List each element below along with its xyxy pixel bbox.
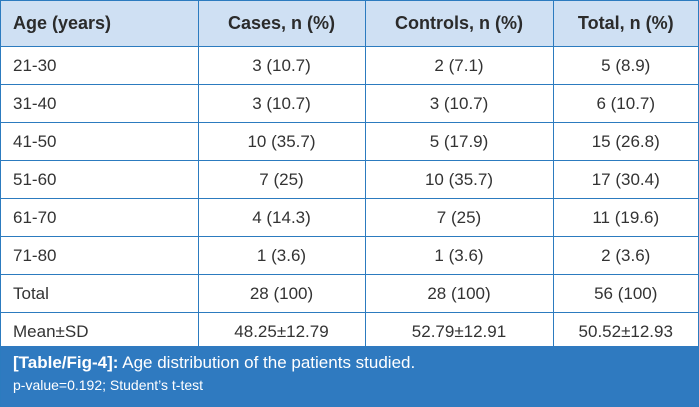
total-cell: 17 (30.4) [553,160,698,199]
table-row: 51-60 7 (25) 10 (35.7) 17 (30.4) [1,160,698,199]
cases-cell: 3 (10.7) [198,46,366,85]
table-row: 71-80 1 (3.6) 1 (3.6) 2 (3.6) [1,236,698,275]
table-body: 21-30 3 (10.7) 2 (7.1) 5 (8.9) 31-40 3 (… [1,46,698,350]
cases-cell: 7 (25) [198,160,366,199]
age-cell: Total [1,274,199,313]
age-cell: Mean±SD [1,312,199,350]
age-cell: 21-30 [1,46,199,85]
controls-cell: 1 (3.6) [365,236,554,275]
age-distribution-table: Age (years) Cases, n (%) Controls, n (%)… [1,1,698,350]
cases-cell: 3 (10.7) [198,84,366,123]
controls-cell: 10 (35.7) [365,160,554,199]
header-controls: Controls, n (%) [365,1,554,47]
cases-cell: 48.25±12.79 [198,312,366,350]
age-cell: 71-80 [1,236,199,275]
age-cell: 61-70 [1,198,199,237]
table-row: 41-50 10 (35.7) 5 (17.9) 15 (26.8) [1,122,698,161]
total-cell: 11 (19.6) [553,198,698,237]
controls-cell: 5 (17.9) [365,122,554,161]
table-row: 21-30 3 (10.7) 2 (7.1) 5 (8.9) [1,46,698,85]
table-row-total: Total 28 (100) 28 (100) 56 (100) [1,274,698,313]
total-cell: 56 (100) [553,274,698,313]
age-cell: 51-60 [1,160,199,199]
header-age: Age (years) [1,1,199,47]
cases-cell: 4 (14.3) [198,198,366,237]
total-cell: 6 (10.7) [553,84,698,123]
caption-note: p-value=0.192; Student’s t-test [13,377,204,393]
controls-cell: 2 (7.1) [365,46,554,85]
table-row: 61-70 4 (14.3) 7 (25) 11 (19.6) [1,198,698,237]
total-cell: 50.52±12.93 [578,321,673,341]
table-header: Age (years) Cases, n (%) Controls, n (%)… [1,1,698,47]
caption-label: [Table/Fig-4]: [13,353,119,372]
controls-cell: 7 (25) [365,198,554,237]
controls-cell: 28 (100) [365,274,554,313]
controls-cell: 52.79±12.91 [365,312,554,350]
age-cell: 31-40 [1,84,199,123]
figure-caption: [Table/Fig-4]: Age distribution of the p… [1,346,698,406]
caption-title-line: [Table/Fig-4]: Age distribution of the p… [13,352,698,374]
cases-cell: 28 (100) [198,274,366,313]
table-row-mean-sd: Mean±SD 48.25±12.79 52.79±12.91 50.52±12… [1,312,698,350]
cases-cell: 10 (35.7) [198,122,366,161]
controls-cell: 3 (10.7) [365,84,554,123]
header-cases: Cases, n (%) [198,1,366,47]
total-cell: 15 (26.8) [553,122,698,161]
total-cell: 2 (3.6) [553,236,698,275]
age-cell: 41-50 [1,122,199,161]
header-total: Total, n (%) [553,1,698,47]
caption-title: Age distribution of the patients studied… [118,353,416,372]
header-row: Age (years) Cases, n (%) Controls, n (%)… [1,1,698,47]
table-row: 31-40 3 (10.7) 3 (10.7) 6 (10.7) [1,84,698,123]
total-cell: 5 (8.9) [553,46,698,85]
cases-cell: 1 (3.6) [198,236,366,275]
